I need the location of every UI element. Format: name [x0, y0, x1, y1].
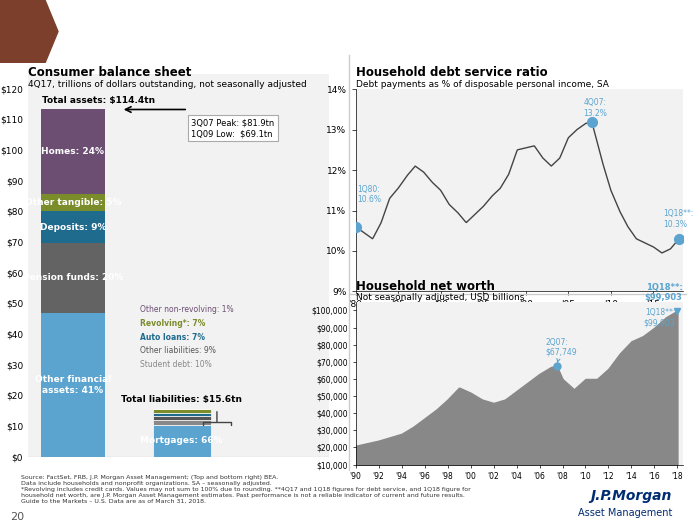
Text: J.P.Morgan: J.P.Morgan	[591, 489, 672, 503]
Text: Consumer balance sheet: Consumer balance sheet	[28, 66, 191, 79]
Bar	[41, 110, 105, 194]
Text: Revolving*: 7%: Revolving*: 7%	[140, 319, 205, 328]
Text: Household net worth: Household net worth	[356, 280, 494, 293]
Text: Debt payments as % of disposable personal income, SA: Debt payments as % of disposable persona…	[356, 80, 608, 89]
Text: Pension funds: 20%: Pension funds: 20%	[22, 274, 123, 282]
Bar	[41, 194, 105, 211]
Text: Other non-revolving: 1%: Other non-revolving: 1%	[140, 305, 234, 314]
Text: 1Q80:
10.6%: 1Q80: 10.6%	[357, 185, 382, 204]
Text: Total liabilities: $15.6tn: Total liabilities: $15.6tn	[121, 395, 242, 404]
Bar	[153, 410, 211, 413]
Text: Total assets: $114.4tn: Total assets: $114.4tn	[42, 96, 155, 105]
Text: Economy: Economy	[4, 242, 14, 291]
Text: 4Q17, trillions of dollars outstanding, not seasonally adjusted: 4Q17, trillions of dollars outstanding, …	[28, 80, 307, 89]
Text: 1Q18**:
10.3%: 1Q18**: 10.3%	[664, 209, 694, 229]
Text: Deposits: 9%: Deposits: 9%	[40, 223, 106, 232]
Text: Consumer finances: Consumer finances	[62, 23, 241, 40]
Bar	[153, 425, 211, 457]
Bar	[153, 413, 211, 416]
Text: Mortgages: 66%: Mortgages: 66%	[141, 436, 223, 445]
Text: Student debt: 10%: Student debt: 10%	[140, 360, 212, 369]
Text: 4Q07:
13.2%: 4Q07: 13.2%	[584, 98, 608, 118]
Text: Other liabilities: 9%: Other liabilities: 9%	[140, 346, 216, 355]
Text: 3Q07 Peak: $81.9tn
1Q09 Low:  $69.1tn: 3Q07 Peak: $81.9tn 1Q09 Low: $69.1tn	[191, 119, 274, 138]
Text: 20: 20	[10, 512, 25, 522]
Text: 1Q18**:: 1Q18**:	[645, 283, 682, 292]
Text: Homes: 24%: Homes: 24%	[41, 147, 104, 156]
Bar	[153, 421, 211, 425]
Text: Auto loans: 7%: Auto loans: 7%	[140, 333, 205, 342]
Polygon shape	[0, 0, 58, 63]
Bar	[41, 243, 105, 313]
Bar	[41, 313, 105, 457]
Text: 1Q18**:
$99,903: 1Q18**: $99,903	[643, 309, 676, 328]
Text: Asset Management: Asset Management	[578, 508, 672, 519]
Bar	[41, 211, 105, 243]
Text: Other financial
assets: 41%: Other financial assets: 41%	[34, 375, 111, 395]
Text: 2Q07:
$67,749: 2Q07: $67,749	[545, 338, 577, 363]
Text: Source: FactSet, FRB, J.P. Morgan Asset Management; (Top and bottom right) BEA.
: Source: FactSet, FRB, J.P. Morgan Asset …	[21, 475, 470, 503]
Bar	[153, 416, 211, 421]
Text: $99,903: $99,903	[645, 293, 682, 302]
Text: GTM - U.S.  |  20: GTM - U.S. | 20	[595, 26, 685, 37]
Text: Other tangible: 5%: Other tangible: 5%	[25, 198, 121, 207]
Text: Not seasonally adjusted, USD billions: Not seasonally adjusted, USD billions	[356, 293, 524, 302]
Text: Household debt service ratio: Household debt service ratio	[356, 66, 547, 79]
